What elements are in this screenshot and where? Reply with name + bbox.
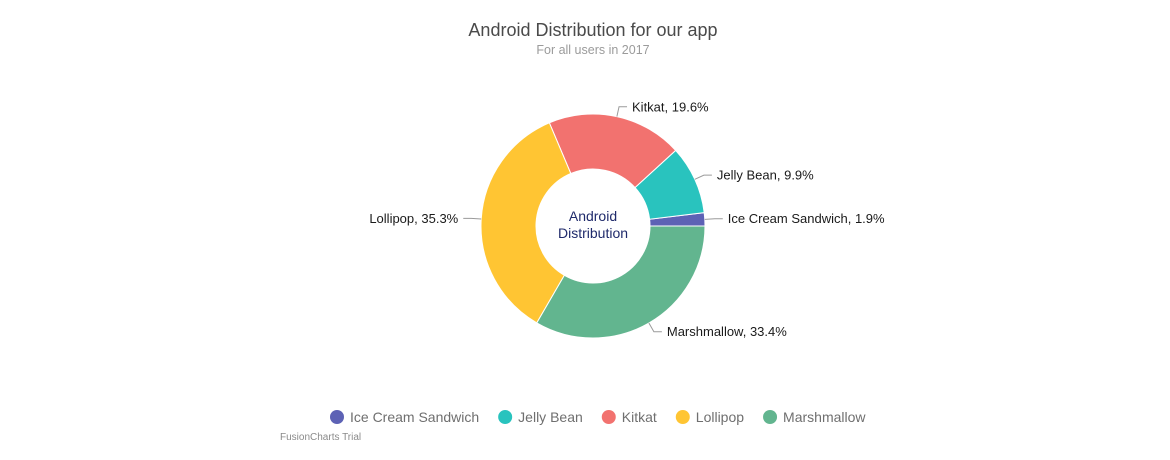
slices-group <box>480 113 706 339</box>
center-label-line-2: Distribution <box>558 225 628 241</box>
center-label-line-1: Android <box>569 208 617 224</box>
legend-marker <box>330 410 344 424</box>
legend-label: Lollipop <box>696 409 744 425</box>
watermark: FusionCharts Trial <box>280 432 361 443</box>
legend-item-marshmallow[interactable]: Marshmallow <box>763 409 866 425</box>
legend-item-ice-cream-sandwich[interactable]: Ice Cream Sandwich <box>330 409 479 425</box>
connector-ice-cream-sandwich <box>704 218 723 220</box>
legend-label: Marshmallow <box>783 409 866 425</box>
slice-label-jelly-bean: Jelly Bean, 9.9% <box>717 168 814 183</box>
legend-item-kitkat[interactable]: Kitkat <box>601 409 657 425</box>
connector-jelly-bean <box>694 174 712 180</box>
chart-title: Android Distribution for our app <box>468 20 717 40</box>
legend: Ice Cream Sandwich Jelly Bean Kitkat Lollip… <box>330 409 866 425</box>
legend-label: Kitkat <box>622 409 657 425</box>
connector-lollipop <box>463 217 482 220</box>
slice-marshmallow[interactable] <box>536 225 706 339</box>
legend-marker <box>498 410 513 424</box>
legend-label: Ice Cream Sandwich <box>350 409 479 425</box>
chart-subtitle: For all users in 2017 <box>536 43 649 57</box>
slice-labels: Ice Cream Sandwich, 1.9% Jelly Bean, 9.9%… <box>369 99 885 339</box>
slice-label-marshmallow: Marshmallow, 33.4% <box>667 324 787 339</box>
connector-marshmallow <box>648 322 662 333</box>
legend-label: Jelly Bean <box>518 409 583 425</box>
slice-connectors <box>463 106 723 333</box>
legend-marker <box>601 410 616 424</box>
legend-marker <box>675 410 690 424</box>
slice-label-lollipop: Lollipop, 35.3% <box>369 211 458 226</box>
slice-lollipop[interactable] <box>480 122 572 324</box>
slice-label-kitkat: Kitkat, 19.6% <box>632 99 709 114</box>
legend-marker <box>763 410 778 424</box>
legend-item-lollipop[interactable]: Lollipop <box>675 409 744 425</box>
legend-item-jelly-bean[interactable]: Jelly Bean <box>498 409 583 425</box>
connector-kitkat <box>616 106 628 117</box>
slice-label-ice-cream-sandwich: Ice Cream Sandwich, 1.9% <box>728 211 885 226</box>
